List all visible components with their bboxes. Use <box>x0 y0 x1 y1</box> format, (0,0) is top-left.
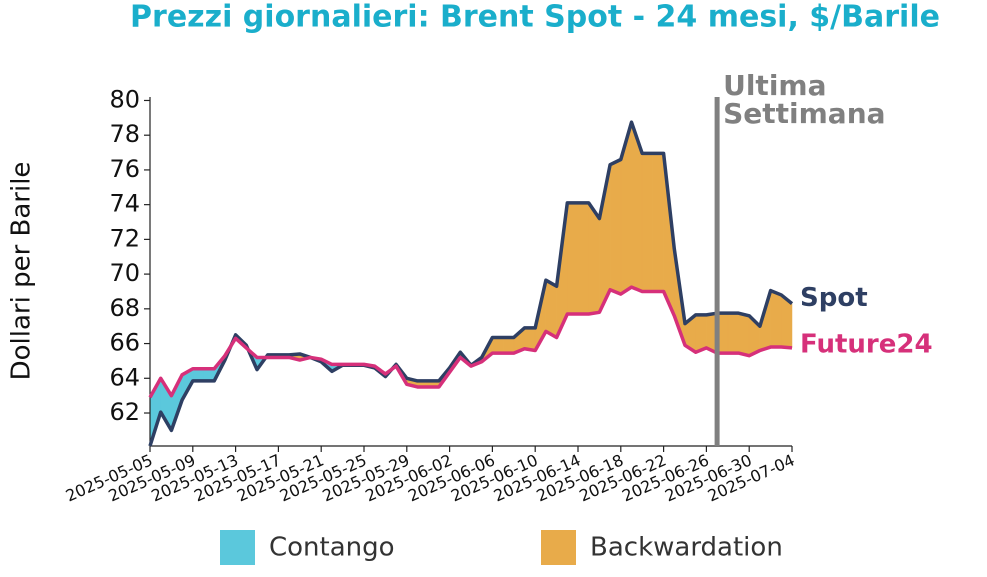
spread-area <box>588 202 600 315</box>
y-tick-label: 64 <box>109 363 140 391</box>
spread-area <box>577 202 589 315</box>
legend-label: Contango <box>269 533 395 563</box>
y-tick-label: 80 <box>109 85 140 113</box>
spread-area <box>738 312 750 357</box>
spread-area <box>502 337 515 354</box>
spread-area <box>567 202 579 315</box>
y-tick-label: 76 <box>109 155 140 183</box>
spread-area <box>609 159 622 295</box>
y-tick-label: 62 <box>109 398 140 426</box>
fills <box>149 122 793 447</box>
legend-swatch <box>220 530 255 565</box>
spread-area <box>492 337 504 354</box>
legend-swatch <box>541 530 576 565</box>
spread-area <box>192 368 204 382</box>
annotation-text: Settimana <box>723 97 885 130</box>
spread-area <box>203 368 215 382</box>
y-tick-label: 70 <box>109 259 140 287</box>
y-axis-label: Dollari per Barile <box>7 162 37 381</box>
y-tick-label: 74 <box>109 190 140 218</box>
spread-area <box>727 312 739 354</box>
series-label: Future24 <box>800 329 933 359</box>
series-label: Spot <box>800 283 868 313</box>
y-tick-label: 78 <box>109 120 140 148</box>
annotation-text: Ultima <box>723 69 826 102</box>
series-line <box>148 285 793 399</box>
series-line <box>148 120 794 447</box>
spread-area <box>641 153 654 292</box>
legend-label: Backwardation <box>590 533 783 563</box>
spread-area <box>695 314 707 353</box>
chart-title: Prezzi giornalieri: Brent Spot - 24 mesi… <box>130 0 940 35</box>
spread-area <box>652 153 664 292</box>
y-tick-label: 66 <box>109 329 140 357</box>
spread-area <box>545 279 557 338</box>
y-tick-label: 72 <box>109 224 140 252</box>
spread-area <box>770 290 782 348</box>
spread-area <box>524 327 536 351</box>
y-tick-label: 68 <box>109 294 140 322</box>
